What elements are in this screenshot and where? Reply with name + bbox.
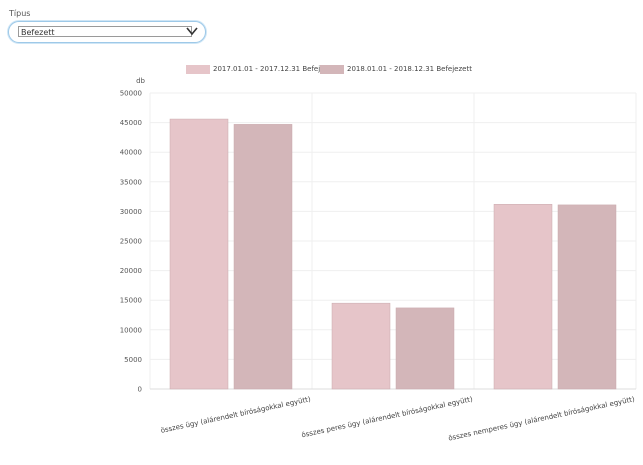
- type-select-value[interactable]: Befezett: [18, 26, 192, 37]
- y-tick-label: 20000: [120, 267, 142, 275]
- bar-2-1: [233, 124, 293, 390]
- legend-label-2017: 2017.01.01 - 2017.12.31 Befejezett: [213, 65, 338, 73]
- y-axis-label: db: [136, 77, 145, 85]
- bar-2-3: [557, 204, 617, 390]
- y-tick-label: 35000: [120, 178, 142, 186]
- y-tick-label: 15000: [120, 297, 142, 305]
- y-tick-label: 0: [138, 386, 142, 394]
- bar-1-1: [169, 118, 229, 390]
- y-tick-label: 25000: [120, 238, 142, 246]
- type-select[interactable]: Befezett: [8, 21, 206, 43]
- y-tick-label: 45000: [120, 119, 142, 127]
- y-tick-label: 40000: [120, 149, 142, 157]
- x-tick-label: összes ügy (alárendelt bíróságokkal együ…: [160, 395, 312, 435]
- y-tick-label: 50000: [120, 90, 142, 98]
- bar-1-3: [493, 204, 553, 390]
- y-tick-label: 30000: [120, 208, 142, 216]
- type-filter-label: Típus: [9, 9, 31, 18]
- bar-2-2: [395, 307, 455, 390]
- chevron-down-icon[interactable]: [185, 25, 199, 37]
- y-tick-label: 5000: [124, 356, 142, 364]
- legend-swatch-2018: [320, 65, 344, 74]
- legend-swatch-2017: [186, 65, 210, 74]
- legend-label-2018: 2018.01.01 - 2018.12.31 Befejezett: [347, 65, 472, 73]
- x-tick-label: összes nemperes ügy (alárendelt bíróságo…: [448, 395, 636, 442]
- y-tick-label: 10000: [120, 326, 142, 334]
- bar-1-2: [331, 302, 391, 390]
- x-tick-label: összes peres ügy (alárendelt bíróságokka…: [301, 395, 474, 439]
